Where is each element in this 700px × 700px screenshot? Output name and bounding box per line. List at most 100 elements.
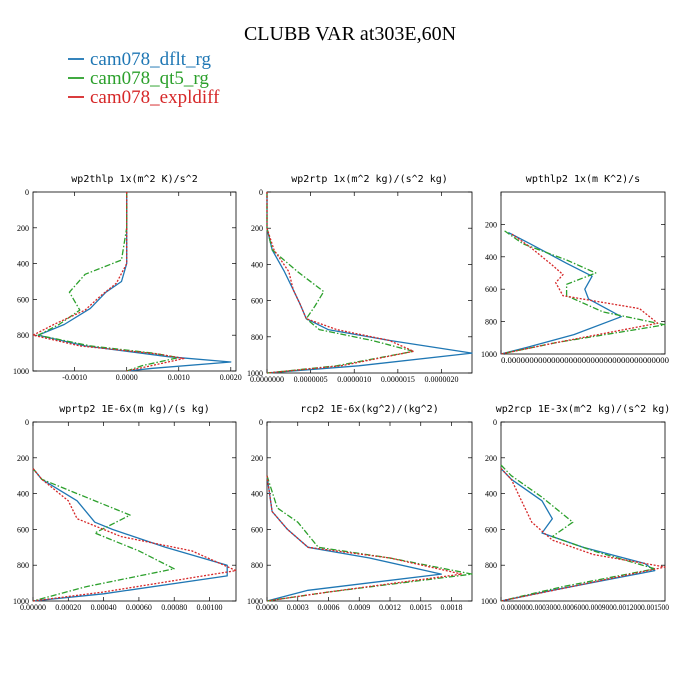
series-line-2 bbox=[32, 468, 175, 602]
y-tick-label: 0 bbox=[493, 418, 497, 427]
y-tick-label: 200 bbox=[251, 224, 263, 233]
legend: cam078_dflt_rg cam078_qt5_rg cam078_expl… bbox=[68, 49, 220, 108]
series-line-3 bbox=[32, 468, 237, 602]
x-tick-label: 0.0010 bbox=[168, 373, 190, 382]
panel-title: wpthlp2 1x(m K^2)/s bbox=[526, 174, 640, 185]
series-line-3 bbox=[266, 475, 463, 602]
panel-title: wp2thlp 1x(m^2 K)/s^2 bbox=[71, 174, 197, 185]
y-tick-label: 0 bbox=[25, 188, 29, 197]
x-tick-label: 0.0015 bbox=[410, 603, 432, 612]
y-tick-label: 0 bbox=[259, 188, 263, 197]
x-tick-label: 0.00020 bbox=[55, 603, 81, 612]
y-tick-label: 400 bbox=[17, 490, 29, 499]
panel-title: rcp2 1E-6x(kg^2)/(kg^2) bbox=[300, 404, 438, 415]
panel-2: wp2rtp 1x(m^2 kg)/(s^2 kg) 0 200 400 600 800 1… bbox=[247, 174, 473, 384]
y-tick-label: 200 bbox=[485, 454, 497, 463]
y-tick-label: 800 bbox=[17, 561, 29, 570]
x-tick-label: 0.00080 bbox=[161, 603, 187, 612]
y-tick-label: 600 bbox=[17, 525, 29, 534]
y-tick-label: 0 bbox=[259, 418, 263, 427]
series-line-1 bbox=[266, 192, 473, 374]
x-tick-label: 0.00100 bbox=[197, 603, 223, 612]
plot-frame bbox=[32, 191, 237, 372]
x-tick-label: 0.0000005 bbox=[294, 375, 328, 384]
series-line-3 bbox=[500, 233, 659, 355]
panel-title: wp2rcp 1E-3x(m^2 kg)/(s^2 kg) bbox=[496, 404, 671, 415]
x-tick-label: 0.0006 bbox=[318, 603, 340, 612]
y-tick-label: 600 bbox=[17, 295, 29, 304]
y-tick-label: 200 bbox=[17, 224, 29, 233]
x-tick-label: 0.0003 bbox=[287, 603, 309, 612]
series-line-2 bbox=[266, 475, 473, 602]
y-tick-label: 0 bbox=[25, 418, 29, 427]
plot-frame bbox=[266, 421, 473, 602]
x-tick-label: 0.0000 bbox=[256, 603, 278, 612]
y-tick-label: 400 bbox=[485, 490, 497, 499]
plot-frame bbox=[32, 421, 237, 602]
x-tick-label: 0.0012 bbox=[379, 603, 401, 612]
plot-frame bbox=[500, 421, 666, 602]
x-tick-label: 0.0000000000000000000000000000000000000 bbox=[501, 356, 669, 365]
y-tick-label: 600 bbox=[251, 525, 263, 534]
x-tick-label: 0.0009 bbox=[348, 603, 370, 612]
y-tick-label: 600 bbox=[485, 285, 497, 294]
series-line-2 bbox=[500, 464, 656, 602]
x-tick-label: 0.0000 bbox=[116, 373, 138, 382]
panel-4: wprtp2 1E-6x(m kg)/(s kg) 0 200 400 600 800 10… bbox=[13, 404, 237, 612]
legend-label-qt5: cam078_qt5_rg bbox=[90, 68, 209, 89]
x-tick-label: 0.0020 bbox=[220, 373, 242, 382]
panel-title: wprtp2 1E-6x(m kg)/(s kg) bbox=[59, 404, 210, 415]
x-tick-label: 0.00060 bbox=[126, 603, 152, 612]
y-tick-label: 800 bbox=[485, 561, 497, 570]
panel-title: wp2rtp 1x(m^2 kg)/(s^2 kg) bbox=[291, 174, 448, 185]
panel-1: wp2thlp 1x(m^2 K)/s^2 0 200 400 600 800 1000 -0… bbox=[13, 174, 242, 382]
plot-frame bbox=[500, 191, 666, 355]
series-line-2 bbox=[37, 192, 180, 372]
y-tick-label: 1000 bbox=[13, 597, 29, 606]
x-tick-label: 0.0000015 bbox=[381, 375, 415, 384]
series-line-1 bbox=[32, 468, 228, 602]
series-line-3 bbox=[266, 192, 415, 374]
y-tick-label: 400 bbox=[17, 260, 29, 269]
y-tick-label: 200 bbox=[17, 454, 29, 463]
y-tick-label: 600 bbox=[485, 525, 497, 534]
legend-label-expldiff: cam078_expldiff bbox=[90, 87, 220, 108]
series-line-1 bbox=[266, 475, 442, 602]
y-tick-label: 400 bbox=[485, 253, 497, 262]
y-tick-label: 800 bbox=[251, 561, 263, 570]
y-tick-label: 200 bbox=[251, 454, 263, 463]
y-tick-label: 1000 bbox=[247, 597, 263, 606]
figure-title: CLUBB VAR at303E,60N bbox=[244, 23, 456, 45]
y-tick-label: 200 bbox=[485, 220, 497, 229]
series-line-2 bbox=[500, 230, 666, 355]
y-tick-label: 400 bbox=[251, 260, 263, 269]
x-tick-label: 0.00000 bbox=[20, 603, 46, 612]
y-tick-label: 400 bbox=[251, 490, 263, 499]
y-tick-label: 800 bbox=[485, 318, 497, 327]
x-tick-label: 0.0018 bbox=[441, 603, 463, 612]
panel-3: wpthlp2 1x(m K^2)/s 200 400 600 800 1000 0.000… bbox=[481, 174, 669, 365]
series-line-3 bbox=[32, 192, 185, 372]
y-tick-label: 800 bbox=[17, 331, 29, 340]
legend-label-dflt: cam078_dflt_rg bbox=[90, 49, 212, 70]
panel-5: rcp2 1E-6x(kg^2)/(kg^2) 0 200 400 600 800 1000… bbox=[247, 404, 473, 612]
plot-frame bbox=[266, 191, 473, 374]
x-tick-label: 0.0000010 bbox=[337, 375, 371, 384]
x-tick-label: -0.0010 bbox=[62, 373, 87, 382]
panels: wp2thlp 1x(m^2 K)/s^2 0 200 400 600 800 1000 -0… bbox=[13, 174, 670, 612]
y-tick-label: 800 bbox=[251, 333, 263, 342]
panel-6: wp2rcp 1E-3x(m^2 kg)/(s^2 kg) 0 200 400 600 8… bbox=[481, 404, 670, 612]
x-tick-label: 0.0000020 bbox=[424, 375, 458, 384]
series-line-1 bbox=[37, 192, 232, 372]
y-tick-label: 1000 bbox=[13, 367, 29, 376]
x-tick-label: 0.0000000 bbox=[250, 375, 284, 384]
y-tick-label: 1000 bbox=[481, 597, 497, 606]
y-tick-label: 600 bbox=[251, 297, 263, 306]
x-tick-label: 0.00040 bbox=[91, 603, 117, 612]
y-tick-label: 1000 bbox=[481, 350, 497, 359]
series-line-3 bbox=[500, 468, 666, 602]
series-line-1 bbox=[500, 468, 656, 602]
x-tick-label: 0.0000000.0003000.0006000.0009000.001200… bbox=[501, 603, 669, 612]
series-line-2 bbox=[266, 192, 415, 374]
